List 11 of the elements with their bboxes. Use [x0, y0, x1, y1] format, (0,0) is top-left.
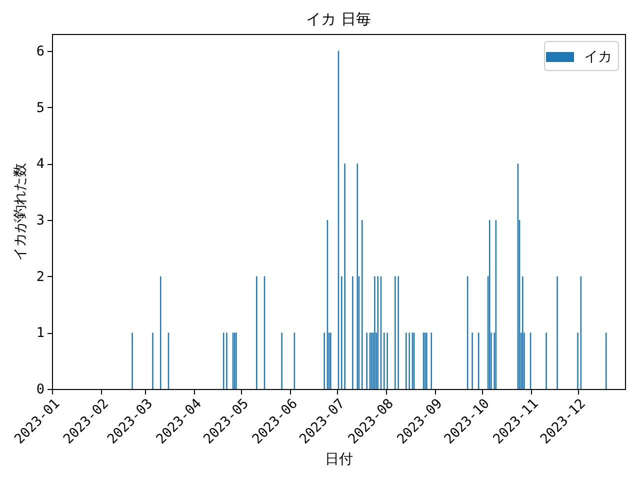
y-tick-label: 4: [36, 156, 44, 172]
y-tick-label: 2: [36, 268, 44, 285]
y-axis-title: イカが釣れた数: [12, 163, 28, 261]
y-tick-label: 1: [36, 325, 44, 342]
x-axis-title: 日付: [325, 451, 353, 468]
y-tick-label: 6: [36, 43, 44, 60]
y-tick-label: 0: [36, 382, 44, 398]
legend-label: イカ: [584, 49, 612, 65]
y-tick-label: 5: [36, 100, 44, 116]
y-tick-label: 3: [36, 212, 44, 228]
chart-title: イカ 日毎: [306, 10, 371, 28]
